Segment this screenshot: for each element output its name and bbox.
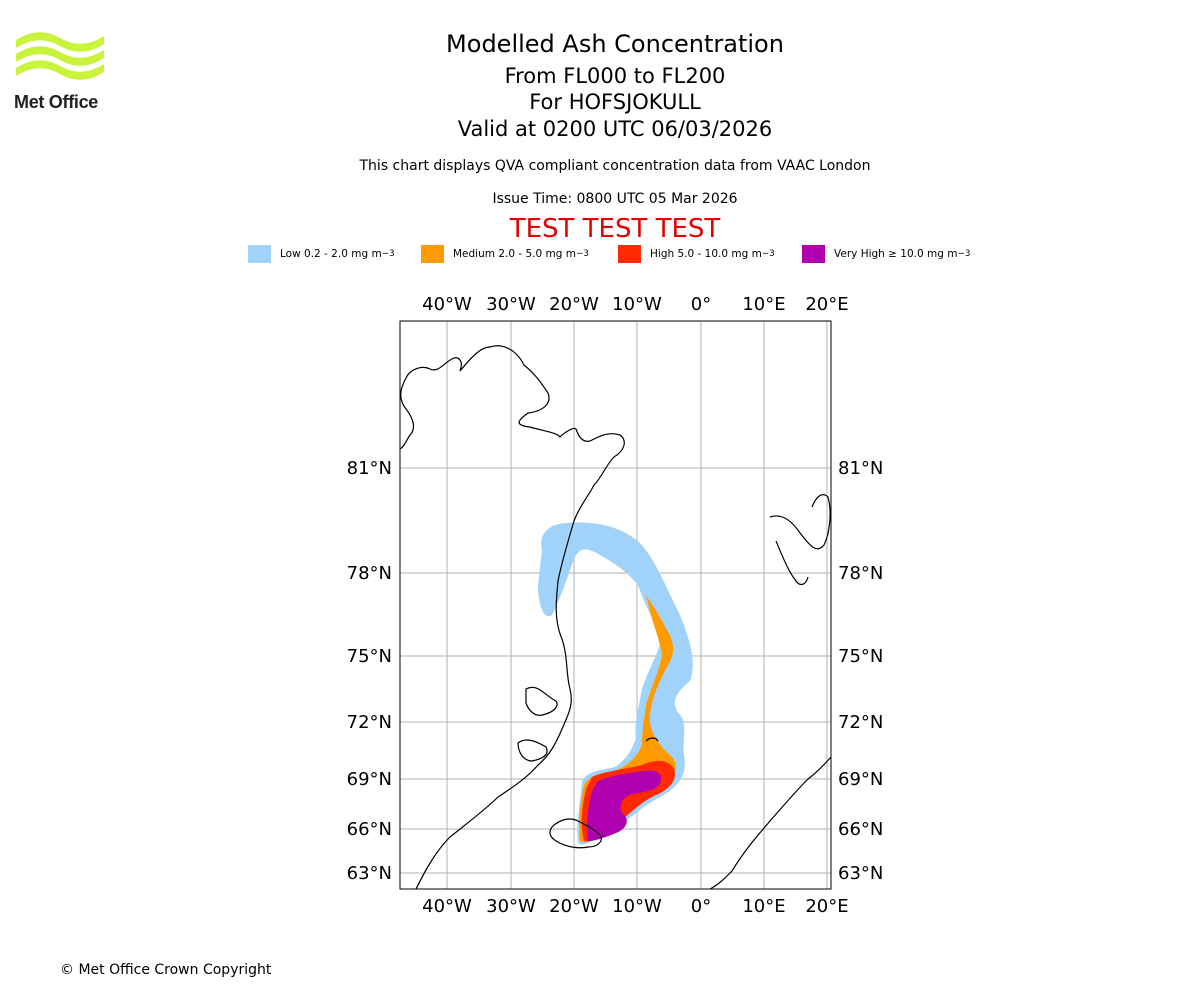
chart-title: Modelled Ash Concentration — [446, 30, 784, 58]
lon-label-top: 10°E — [742, 294, 785, 315]
legend-item-medium: Medium 2.0 - 5.0 mg m −3 — [421, 244, 589, 264]
legend-label-medium: Medium 2.0 - 5.0 mg m — [453, 248, 576, 260]
legend-unit-medium: −3 — [575, 249, 589, 259]
legend-label-high: High 5.0 - 10.0 mg m — [650, 248, 762, 260]
test-banner: TEST TEST TEST — [509, 214, 721, 244]
lat-label-left: 63°N — [347, 863, 392, 884]
lon-label-top: 40°W — [422, 294, 472, 315]
norway-coast — [709, 756, 831, 889]
map-frame — [399, 320, 832, 890]
ash-very-high-region — [587, 770, 662, 841]
lat-label-left: 69°N — [347, 769, 392, 790]
lon-label-top: 0° — [691, 294, 711, 315]
legend-item-very-high: Very High ≥ 10.0 mg m −3 — [802, 244, 970, 264]
valid-time: Valid at 0200 UTC 06/03/2026 — [457, 117, 773, 141]
legend-swatch-medium — [421, 245, 444, 263]
iceland-coast — [549, 818, 602, 849]
lon-label-bottom: 10°E — [742, 896, 785, 917]
chart-note: This chart displays QVA compliant concen… — [359, 158, 871, 174]
latitude-labels-right: 81°N 78°N 75°N 72°N 69°N 66°N 63°N — [838, 458, 883, 884]
greenland-coast — [400, 345, 625, 889]
lon-label-bottom: 0° — [691, 896, 711, 917]
lon-label-bottom: 30°W — [486, 896, 536, 917]
longitude-labels-top: 40°W 30°W 20°W 10°W 0° 10°E 20°E — [422, 294, 848, 315]
greenland-inlet-2 — [517, 739, 548, 762]
legend-label-very-high: Very High ≥ 10.0 mg m — [834, 248, 958, 260]
volcano-name: For HOFSJOKULL — [529, 90, 701, 114]
legend-label-low: Low 0.2 - 2.0 mg m — [280, 248, 382, 260]
logo-text: Met Office — [14, 92, 99, 112]
svalbard-coast — [769, 494, 831, 586]
legend-unit-very-high: −3 — [957, 249, 971, 259]
flight-levels: From FL000 to FL200 — [504, 64, 726, 88]
lat-label-right: 78°N — [838, 563, 883, 584]
lat-label-right: 66°N — [838, 819, 883, 840]
lon-label-top: 20°E — [805, 294, 848, 315]
ash-map: 40°W 30°W 20°W 10°W 0° 10°E 20°E 40°W 30… — [347, 294, 884, 917]
lat-label-left: 66°N — [347, 819, 392, 840]
lat-label-right: 63°N — [838, 863, 883, 884]
legend-unit-low: −3 — [381, 249, 395, 259]
issue-time: Issue Time: 0800 UTC 05 Mar 2026 — [492, 191, 738, 207]
lat-label-right: 69°N — [838, 769, 883, 790]
lon-label-top: 10°W — [612, 294, 662, 315]
greenland-inlet-1 — [525, 686, 558, 716]
lat-label-right: 81°N — [838, 458, 883, 479]
jan-mayen-coast — [645, 737, 659, 742]
latitude-labels-left: 81°N 78°N 75°N 72°N 69°N 66°N 63°N — [347, 458, 392, 884]
legend-item-high: High 5.0 - 10.0 mg m −3 — [618, 244, 775, 264]
lat-label-left: 72°N — [347, 712, 392, 733]
legend-swatch-low — [248, 245, 271, 263]
met-office-logo-icon — [16, 32, 104, 80]
legend-item-low: Low 0.2 - 2.0 mg m −3 — [248, 244, 395, 264]
lon-label-bottom: 20°W — [549, 896, 599, 917]
lon-label-top: 20°W — [549, 294, 599, 315]
lon-label-top: 30°W — [486, 294, 536, 315]
lat-label-right: 72°N — [838, 712, 883, 733]
lat-label-left: 78°N — [347, 563, 392, 584]
longitude-labels-bottom: 40°W 30°W 20°W 10°W 0° 10°E 20°E — [422, 896, 848, 917]
legend-swatch-high — [618, 245, 641, 263]
lon-label-bottom: 10°W — [612, 896, 662, 917]
lon-label-bottom: 40°W — [422, 896, 472, 917]
lon-label-bottom: 20°E — [805, 896, 848, 917]
lat-label-left: 75°N — [347, 646, 392, 667]
lat-label-left: 81°N — [347, 458, 392, 479]
legend-unit-high: −3 — [761, 249, 775, 259]
lat-label-right: 75°N — [838, 646, 883, 667]
legend-swatch-very-high — [802, 245, 825, 263]
copyright: © Met Office Crown Copyright — [60, 962, 272, 978]
